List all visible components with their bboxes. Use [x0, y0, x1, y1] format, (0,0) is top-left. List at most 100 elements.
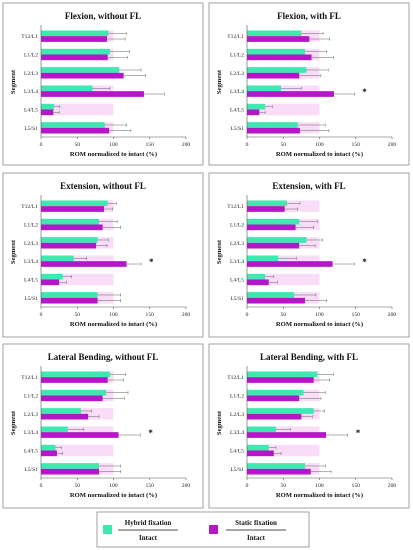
- chart-panel: Flexion, with FL T12/L1 L1/L2 L2/L3 L3/L4 L4/…: [208, 2, 410, 166]
- segment-tick-label: L2/L3: [230, 241, 244, 247]
- bar-static: [247, 206, 285, 212]
- segment-tick-label: L4/L5: [230, 449, 244, 455]
- bar-hybrid: [41, 237, 98, 243]
- x-tick-label: 50: [74, 312, 80, 318]
- intact-baseline-band: [41, 103, 114, 116]
- y-axis-label: Segment: [10, 239, 17, 264]
- segment-tick-label: L1/L2: [230, 223, 244, 229]
- intact-baseline-band: [41, 273, 114, 286]
- segment-tick-label: L5/S1: [230, 467, 244, 473]
- x-tick-label: 0: [40, 312, 43, 318]
- bar-static: [41, 72, 124, 79]
- segment-tick-label: T12/L1: [227, 34, 244, 40]
- bar-static: [41, 468, 99, 475]
- segment-tick-label: L1/L2: [24, 53, 38, 59]
- bar-static: [247, 468, 311, 475]
- segment-tick-label: L2/L3: [24, 241, 38, 247]
- x-tick-label: 200: [182, 312, 191, 318]
- bar-static: [41, 395, 103, 402]
- x-tick-label: 100: [109, 483, 118, 489]
- x-tick-label: 50: [74, 142, 80, 148]
- bar-hybrid: [41, 218, 99, 225]
- intact-baseline-band: [247, 103, 320, 116]
- y-axis-label: Segment: [216, 239, 223, 264]
- segment-tick-label: L4/L5: [24, 278, 38, 284]
- segment-tick-label: L3/L4: [24, 259, 38, 265]
- segment-tick-label: T12/L1: [21, 204, 38, 210]
- segment-tick-label: L3/L4: [230, 259, 244, 265]
- x-tick-label: 200: [388, 483, 397, 489]
- x-tick-label: 150: [146, 312, 155, 318]
- segment-tick-label: L3/L4: [230, 430, 244, 436]
- bar-hybrid: [41, 463, 99, 469]
- segment-tick-label: L3/L4: [230, 89, 244, 95]
- x-tick-label: 50: [280, 142, 286, 148]
- x-tick-label: 200: [182, 142, 191, 148]
- bar-hybrid: [247, 67, 307, 73]
- bar-static: [41, 206, 105, 212]
- chart-title: Flexion, with FL: [277, 11, 341, 21]
- legend-swatch-hybrid: [103, 525, 112, 534]
- bar-static: [41, 261, 127, 267]
- bar-hybrid: [247, 218, 300, 225]
- bar-static: [247, 36, 310, 42]
- bar-static: [41, 242, 97, 249]
- panel-frame: [208, 343, 410, 509]
- chart-title: Flexion, without FL: [65, 11, 141, 21]
- bar-static: [41, 377, 108, 383]
- bar-hybrid: [247, 48, 305, 55]
- y-axis-label: Segment: [10, 69, 17, 94]
- bar-static: [247, 72, 300, 79]
- bar-hybrid: [247, 426, 276, 433]
- bar-static: [247, 432, 327, 438]
- x-axis-label: ROM normalized to intact (%): [70, 321, 157, 328]
- chart-title: Extension, without FL: [60, 181, 146, 191]
- x-tick-label: 100: [315, 142, 324, 148]
- y-axis-label: Segment: [216, 410, 223, 435]
- panel-frame: [2, 343, 204, 509]
- panel-frame: [2, 172, 204, 338]
- bar-hybrid: [41, 103, 55, 110]
- y-axis-label: Segment: [216, 69, 223, 94]
- x-axis-label: ROM normalized to intact (%): [70, 151, 157, 158]
- segment-tick-label: L3/L4: [24, 430, 38, 436]
- intact-baseline-band: [41, 444, 114, 457]
- bar-hybrid: [41, 48, 110, 55]
- x-tick-label: 0: [40, 142, 43, 148]
- bar-hybrid: [41, 122, 105, 128]
- segment-tick-label: L5/S1: [24, 467, 38, 473]
- segment-tick-label: L4/L5: [24, 108, 38, 114]
- segment-tick-label: L5/S1: [24, 126, 38, 132]
- bar-static: [247, 261, 333, 267]
- bar-static: [247, 54, 312, 61]
- bar-hybrid: [247, 255, 279, 262]
- x-tick-label: 0: [246, 483, 249, 489]
- bar-hybrid: [41, 426, 68, 433]
- segment-tick-label: L1/L2: [24, 394, 38, 400]
- panel-frame: [208, 2, 410, 166]
- panel-frame: [208, 172, 410, 338]
- bar-static: [247, 242, 300, 249]
- bar-static: [247, 377, 314, 383]
- bar-static: [41, 127, 110, 134]
- legend-frame: [96, 511, 310, 548]
- significance-marker: *: [362, 87, 367, 97]
- bar-hybrid: [247, 389, 304, 396]
- x-tick-label: 100: [315, 483, 324, 489]
- x-tick-label: 150: [352, 142, 361, 148]
- segment-tick-label: L2/L3: [230, 71, 244, 77]
- bar-hybrid: [247, 30, 302, 37]
- bar-static: [247, 127, 300, 134]
- bar-hybrid: [247, 273, 266, 280]
- intact-baseline-band: [247, 444, 320, 457]
- bar-hybrid: [247, 122, 298, 128]
- panel-frame: [2, 2, 204, 166]
- x-tick-label: 0: [40, 483, 43, 489]
- chart-panel: Flexion, without FL T12/L1 L1/L2 L2/L3 L3/L4…: [2, 2, 204, 166]
- x-axis-label: ROM normalized to intact (%): [276, 151, 363, 158]
- chart-panel: Lateral Bending, with FL T12/L1 L1/L2 L2/L3…: [208, 343, 410, 509]
- significance-marker: *: [149, 257, 154, 267]
- bar-static: [41, 413, 89, 420]
- bar-static: [247, 109, 260, 116]
